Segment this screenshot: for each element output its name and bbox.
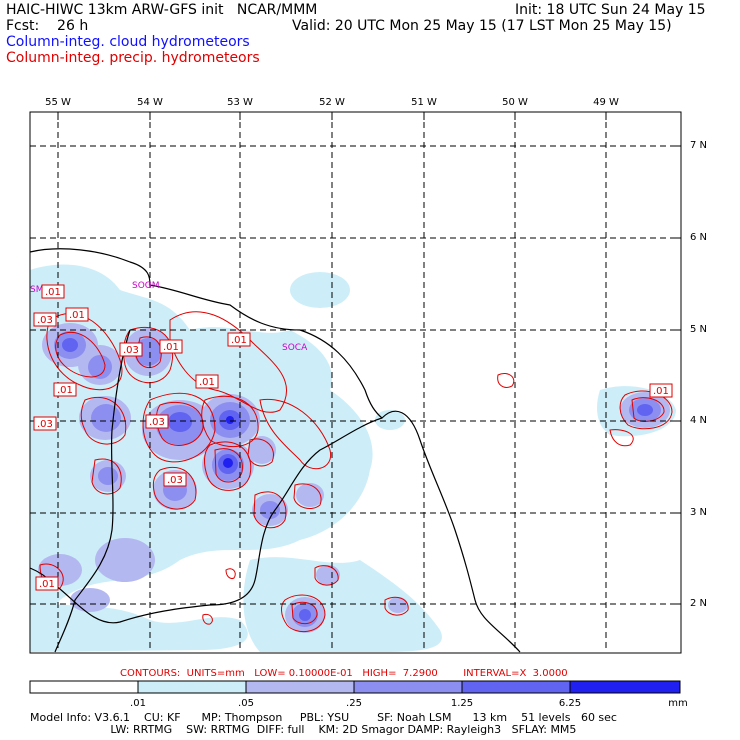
legend-precip-hydrometeors: Column-integ. precip. hydrometeors — [6, 50, 260, 66]
lat-label: 2 N — [690, 598, 708, 609]
contour-label: .01 — [199, 377, 215, 388]
model-info-line1: Model Info: V3.6.1 CU: KF MP: Thompson P… — [30, 711, 617, 724]
lon-label: 49 W — [593, 97, 619, 108]
valid-time: Valid: 20 UTC Mon 25 May 15 (17 LST Mon … — [292, 18, 672, 34]
lat-lon-grid — [30, 112, 681, 652]
colorbar-tick: .05 — [238, 698, 254, 709]
colorbar-tick: 6.25 — [558, 698, 582, 709]
colorbar-segment — [137, 680, 247, 694]
colorbar — [29, 680, 681, 694]
lat-label: 5 N — [690, 324, 708, 335]
lon-label: 50 W — [502, 97, 528, 108]
colorbar-tick: .25 — [346, 698, 362, 709]
contour-label: .01 — [163, 342, 179, 353]
colorbar-segment — [353, 680, 463, 694]
colorbar-segment — [461, 680, 571, 694]
contour-label: .01 — [653, 386, 669, 397]
lat-label: 7 N — [690, 140, 708, 151]
contour-label: .01 — [39, 579, 55, 590]
lon-label: 52 W — [319, 97, 345, 108]
contour-label: .01 — [69, 310, 85, 321]
lon-label: 54 W — [137, 97, 163, 108]
colorbar-segment — [29, 680, 139, 694]
lon-label: 53 W — [227, 97, 253, 108]
station-label: SMJP — [30, 285, 52, 295]
lon-label: 55 W — [45, 97, 71, 108]
station-label: SOCA — [282, 343, 308, 353]
colorbar-unit: mm — [668, 698, 688, 709]
frame-ticks — [57, 112, 681, 605]
contour-label: .01 — [57, 385, 73, 396]
lat-label: 3 N — [690, 507, 708, 518]
contour-label: .01 — [45, 287, 61, 298]
contours-info: CONTOURS: UNITS=mm LOW= 0.10000E-01 HIGH… — [120, 668, 568, 679]
forecast-hour: Fcst: 26 h — [6, 18, 89, 34]
contour-label: .03 — [123, 345, 139, 356]
contour-label: .03 — [167, 475, 183, 486]
lat-label: 4 N — [690, 415, 708, 426]
colorbar-segment — [245, 680, 355, 694]
contour-label: .03 — [149, 417, 165, 428]
map-frame — [29, 111, 682, 654]
model-info-line2: LW: RRTMG SW: RRTMG DIFF: full KM: 2D Sm… — [30, 723, 577, 736]
contour-labels: .01 .03 .01 .03 .01 .01 .01 .03 .01 .03 … — [33, 284, 673, 591]
contour-label: .03 — [37, 315, 53, 326]
init-time: Init: 18 UTC Sun 24 May 15 — [515, 2, 706, 18]
station-label: SOGM — [132, 281, 160, 291]
title-line: HAIC-HIWC 13km ARW-GFS init NCAR/MMM — [6, 2, 318, 18]
lon-label: 51 W — [411, 97, 437, 108]
coastline — [29, 248, 521, 653]
contour-label: .03 — [37, 419, 53, 430]
colorbar-tick: 1.25 — [450, 698, 474, 709]
colorbar-tick: .01 — [130, 698, 146, 709]
legend-cloud-hydrometeors: Column-integ. cloud hydrometeors — [6, 34, 250, 50]
contour-label: .01 — [231, 335, 247, 346]
cloud-fill-layer — [30, 264, 676, 652]
lat-label: 6 N — [690, 232, 708, 243]
colorbar-segment — [569, 680, 681, 694]
